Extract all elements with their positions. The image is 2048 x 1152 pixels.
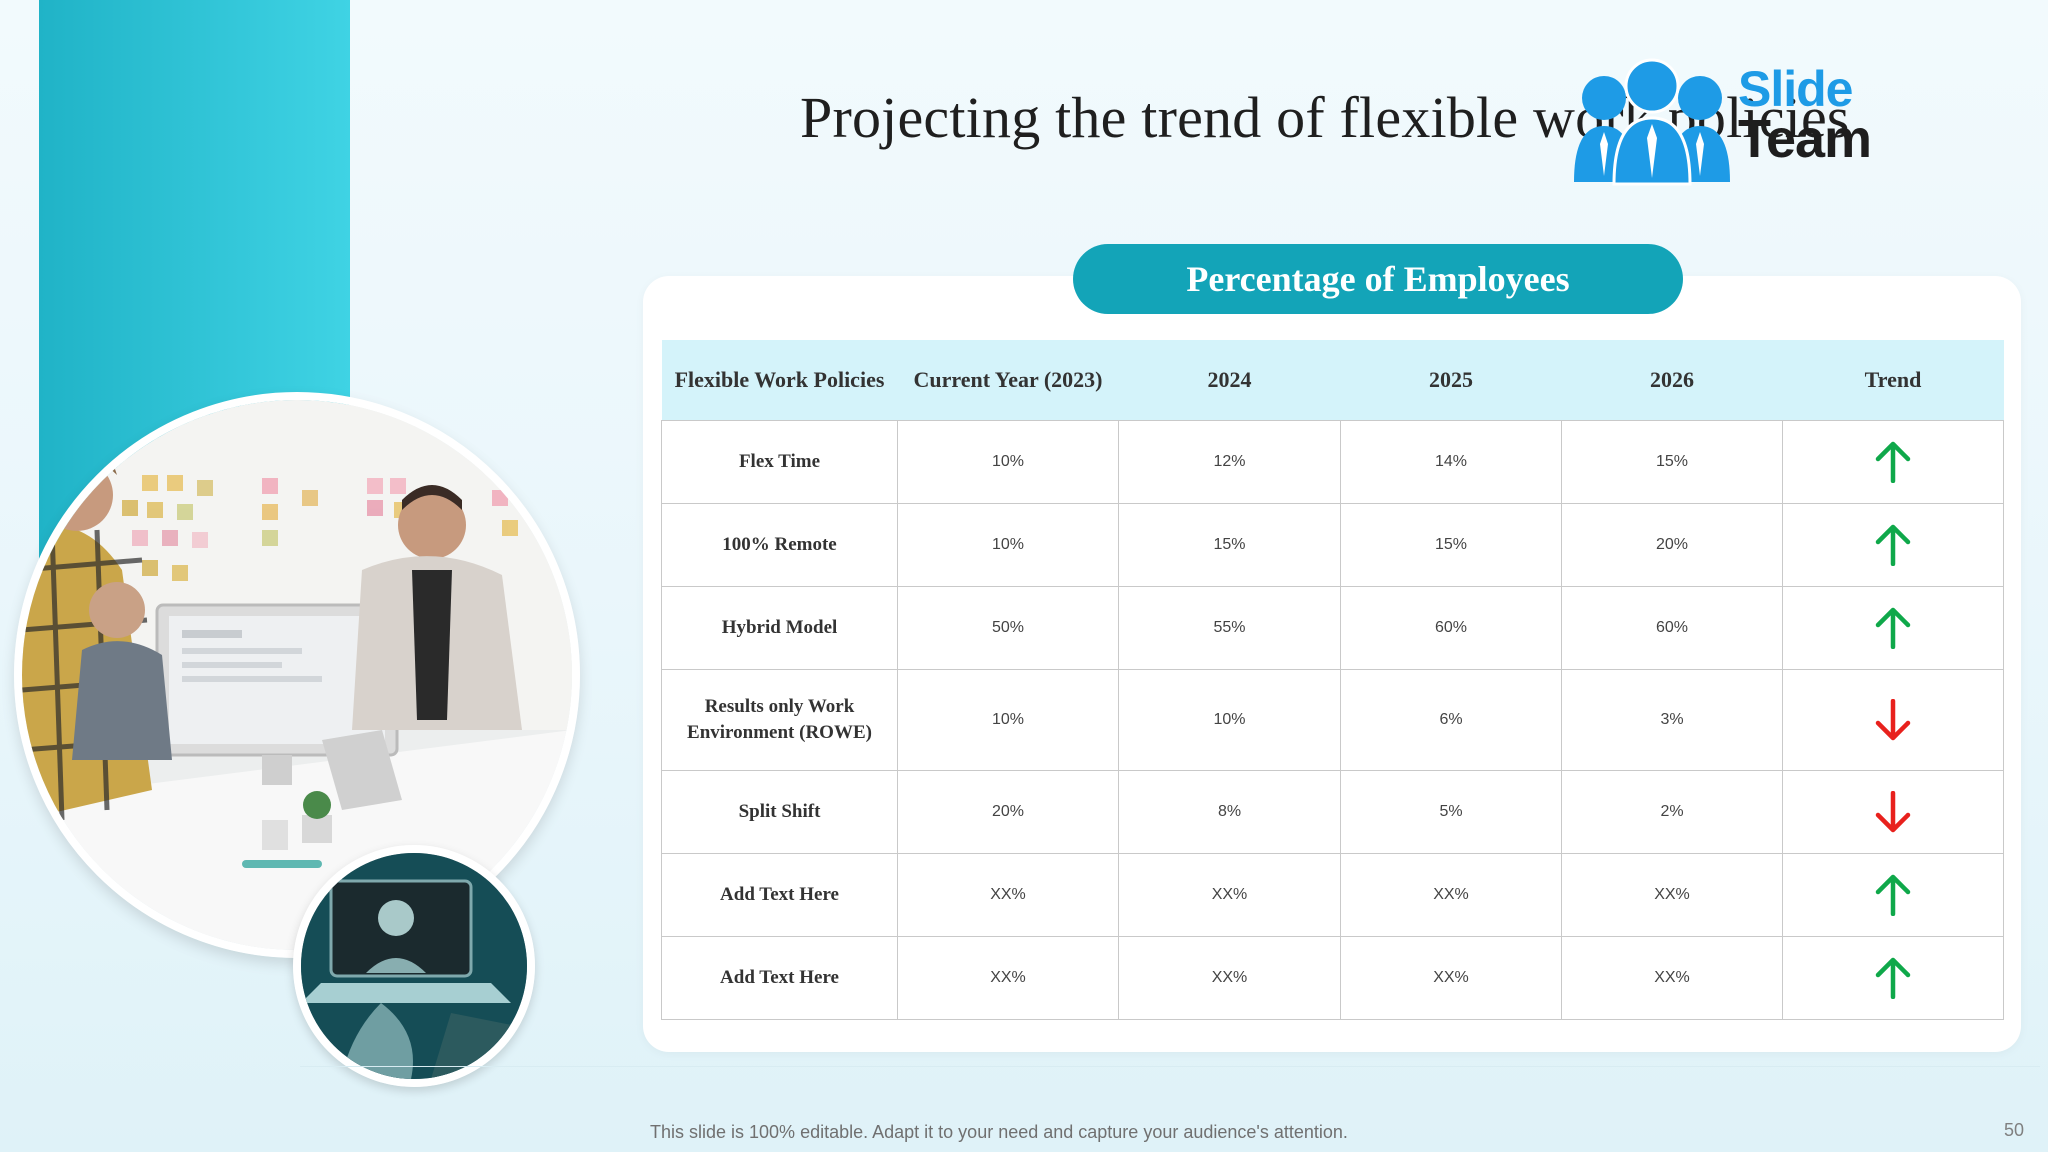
flexible-work-policies-table: Flexible Work Policies Current Year (202… xyxy=(661,340,2004,1020)
trend-cell xyxy=(1782,586,2004,670)
policy-name: 100% Remote xyxy=(661,503,898,587)
trend-cell xyxy=(1782,936,2004,1020)
value-2025: XX% xyxy=(1340,853,1562,937)
header-2025: 2025 xyxy=(1340,340,1562,421)
value-2025: XX% xyxy=(1340,936,1562,1020)
logo-text-team: Team xyxy=(1738,109,1872,169)
video-call-photo xyxy=(293,845,535,1087)
policy-name: Flex Time xyxy=(661,420,898,504)
value-2025: 5% xyxy=(1340,770,1562,854)
page-number: 50 xyxy=(2004,1120,2025,1140)
trend-cell xyxy=(1782,770,2004,854)
table-row: Add Text Here XX% XX% XX% XX% xyxy=(661,936,2004,1020)
table-row: Add Text Here XX% XX% XX% XX% xyxy=(661,853,2004,937)
value-2024: XX% xyxy=(1118,853,1341,937)
table-row: Split Shift 20% 8% 5% 2% xyxy=(661,770,2004,854)
arrow-up-icon xyxy=(1875,607,1911,649)
value-2026: 15% xyxy=(1561,420,1783,504)
footer-note: This slide is 100% editable. Adapt it to… xyxy=(650,1122,1348,1142)
value-2026: 60% xyxy=(1561,586,1783,670)
value-2024: 12% xyxy=(1118,420,1341,504)
value-2026: XX% xyxy=(1561,936,1783,1020)
logo-text-slide: Slide xyxy=(1738,61,1853,117)
table-row: Results only Work Environment (ROWE) 10%… xyxy=(661,669,2004,771)
value-current-year: 10% xyxy=(897,503,1119,587)
value-2025: 14% xyxy=(1340,420,1562,504)
table-header-row: Flexible Work Policies Current Year (202… xyxy=(661,340,2004,421)
value-current-year: 10% xyxy=(897,420,1119,504)
value-2025: 6% xyxy=(1340,669,1562,771)
header-2024: 2024 xyxy=(1118,340,1341,421)
table-row: Flex Time 10% 12% 14% 15% xyxy=(661,420,2004,504)
value-current-year: XX% xyxy=(897,936,1119,1020)
policy-name: Results only Work Environment (ROWE) xyxy=(661,669,898,771)
policy-name: Hybrid Model xyxy=(661,586,898,670)
arrow-up-icon xyxy=(1875,441,1911,483)
value-2026: XX% xyxy=(1561,853,1783,937)
table-row: 100% Remote 10% 15% 15% 20% xyxy=(661,503,2004,587)
trend-cell xyxy=(1782,503,2004,587)
video-call-scene-illustration xyxy=(301,853,527,1079)
arrow-up-icon xyxy=(1875,874,1911,916)
header-policies: Flexible Work Policies xyxy=(661,340,898,421)
arrow-down-icon xyxy=(1875,791,1911,833)
policy-name: Add Text Here xyxy=(661,936,898,1020)
header-trend: Trend xyxy=(1782,340,2004,421)
value-2024: XX% xyxy=(1118,936,1341,1020)
arrow-up-icon xyxy=(1875,524,1911,566)
value-2024: 55% xyxy=(1118,586,1341,670)
value-2024: 8% xyxy=(1118,770,1341,854)
value-2024: 10% xyxy=(1118,669,1341,771)
table-banner: Percentage of Employees xyxy=(1073,244,1683,314)
policy-name: Add Text Here xyxy=(661,853,898,937)
trend-cell xyxy=(1782,669,2004,771)
value-2024: 15% xyxy=(1118,503,1341,587)
meeting-scene-illustration xyxy=(22,400,572,950)
header-2026: 2026 xyxy=(1561,340,1783,421)
value-current-year: XX% xyxy=(897,853,1119,937)
value-2025: 60% xyxy=(1340,586,1562,670)
footer-divider xyxy=(300,1066,2040,1067)
value-2026: 3% xyxy=(1561,669,1783,771)
table-row: Hybrid Model 50% 55% 60% 60% xyxy=(661,586,2004,670)
policy-name: Split Shift xyxy=(661,770,898,854)
header-current-year: Current Year (2023) xyxy=(897,340,1119,421)
slideteam-logo: Slide Team xyxy=(1570,58,1880,188)
arrow-up-icon xyxy=(1875,957,1911,999)
trend-cell xyxy=(1782,420,2004,504)
people-logo-icon xyxy=(1574,58,1730,186)
arrow-down-icon xyxy=(1875,699,1911,741)
value-current-year: 20% xyxy=(897,770,1119,854)
value-2026: 20% xyxy=(1561,503,1783,587)
value-2025: 15% xyxy=(1340,503,1562,587)
value-current-year: 50% xyxy=(897,586,1119,670)
value-current-year: 10% xyxy=(897,669,1119,771)
value-2026: 2% xyxy=(1561,770,1783,854)
team-meeting-photo xyxy=(14,392,580,958)
trend-cell xyxy=(1782,853,2004,937)
